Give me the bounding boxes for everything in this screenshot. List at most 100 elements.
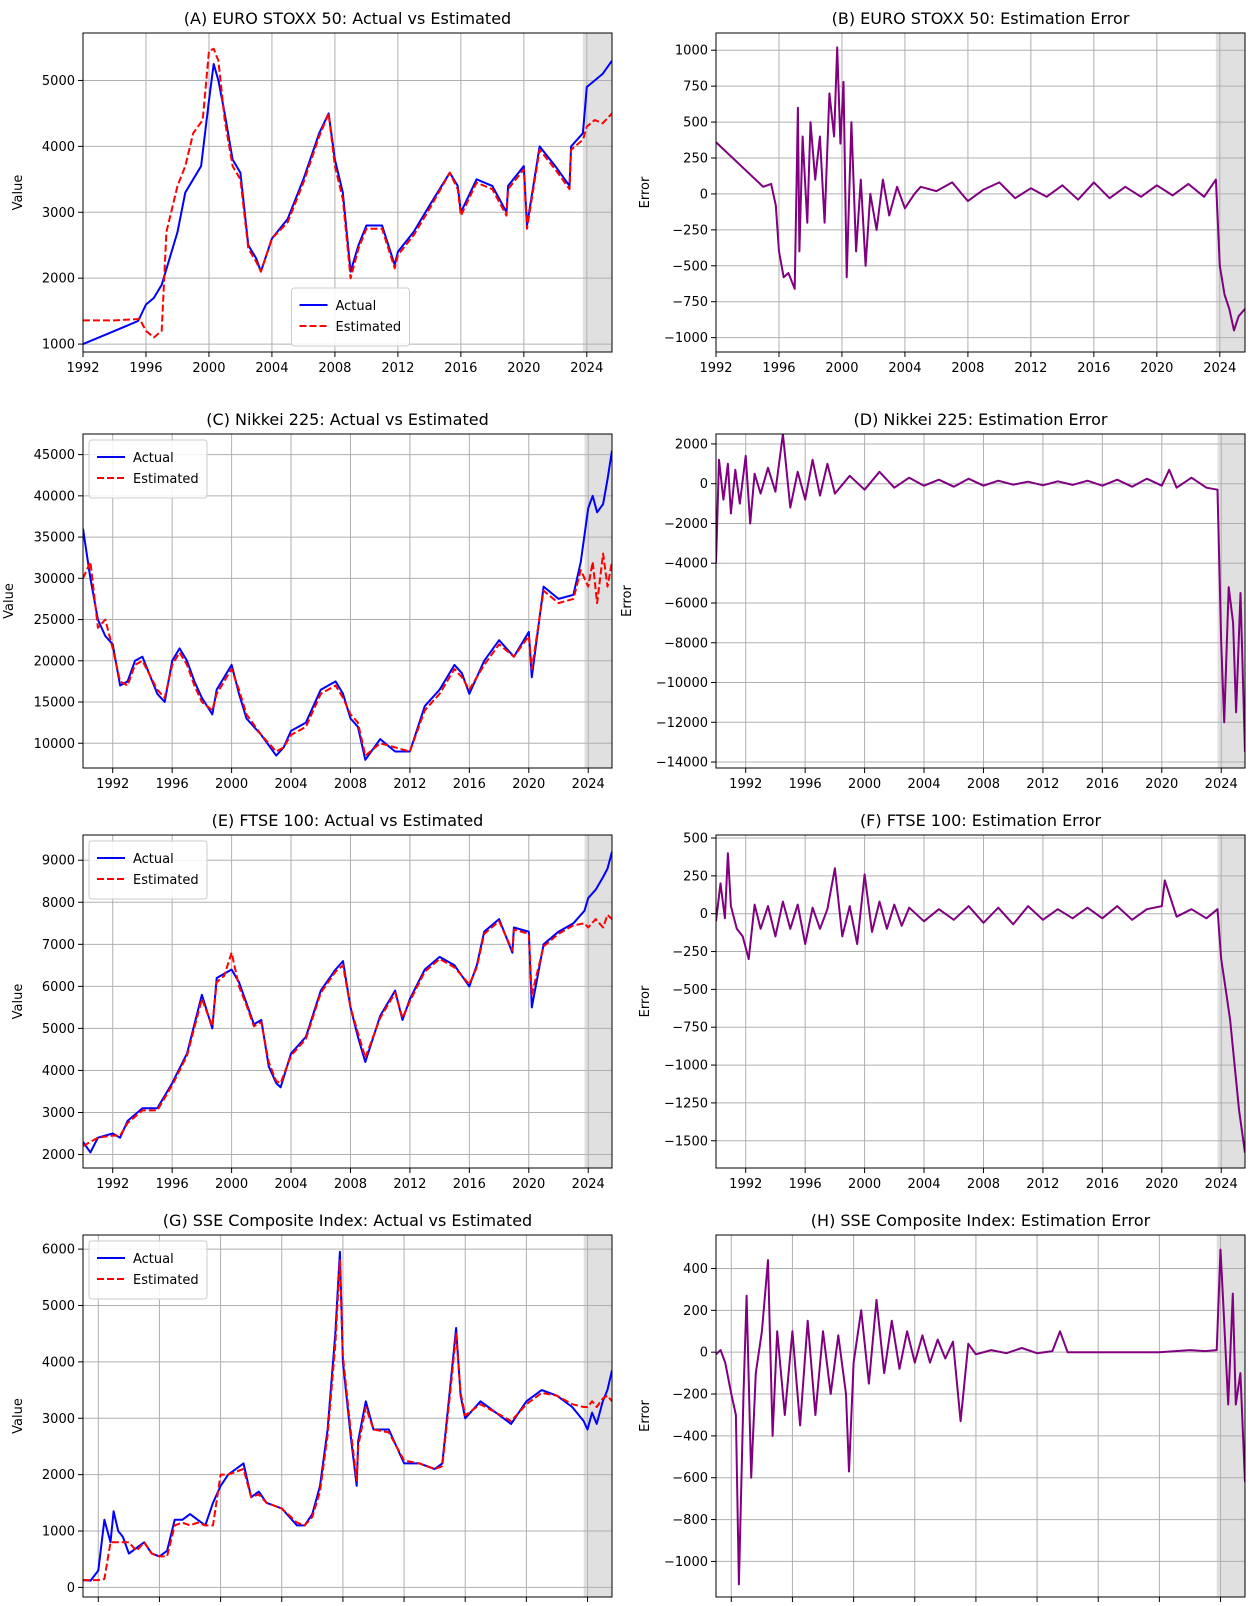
axes-frame xyxy=(715,1234,1246,1598)
x-tick-label: 2000 xyxy=(215,777,248,792)
legend-label: Actual xyxy=(133,1252,174,1267)
y-tick-label: −250 xyxy=(672,945,708,960)
y-tick-label: −200 xyxy=(672,1388,708,1403)
chart-title: (F) FTSE 100: Estimation Error xyxy=(860,811,1102,830)
y-tick-label: −750 xyxy=(672,295,708,310)
y-tick-label: 0 xyxy=(700,477,708,492)
x-tick-label: 2004 xyxy=(255,361,288,376)
x-tick-label: 2016 xyxy=(1077,361,1110,376)
x-tick-label: 2000 xyxy=(215,1177,248,1192)
x-tick-label: 2000 xyxy=(848,777,881,792)
legend-label: Actual xyxy=(133,852,174,867)
y-tick-label: 3000 xyxy=(42,1106,75,1121)
y-tick-label: −1000 xyxy=(664,331,708,346)
panel-e: 1992 1996 2000 2004 2008 2012 2016 2020 2024 2000… xyxy=(11,811,613,1192)
y-tick-label: −1000 xyxy=(664,1059,708,1074)
legend-label: Actual xyxy=(336,299,377,314)
y-tick-label: 45000 xyxy=(34,448,75,463)
y-tick-label: 2000 xyxy=(675,437,708,452)
y-tick-label: 10000 xyxy=(34,737,75,752)
y-tick-label: 750 xyxy=(683,80,708,95)
x-tick-label: 2008 xyxy=(334,1177,367,1192)
panel-d: 1992 1996 2000 2004 2008 2012 2016 2020 2024 −140… xyxy=(620,410,1246,792)
y-axis-label: Error xyxy=(620,585,635,617)
x-tick-label: 2004 xyxy=(274,777,307,792)
x-tick-label: 2008 xyxy=(318,361,351,376)
x-tick-label: 1992 xyxy=(96,777,129,792)
y-tick-label: 0 xyxy=(67,1581,75,1596)
x-tick-label: 2020 xyxy=(512,777,545,792)
legend-label: Estimated xyxy=(133,873,199,888)
x-tick-label: 2012 xyxy=(381,361,414,376)
x-tick-label: 1996 xyxy=(156,1177,189,1192)
y-axis-label: Error xyxy=(638,176,653,208)
legend: Actual Estimated xyxy=(88,439,208,499)
x-tick-label: 2004 xyxy=(888,361,921,376)
y-tick-label: −1000 xyxy=(664,1555,708,1570)
y-tick-label: 0 xyxy=(700,1346,708,1361)
estimated-series-line xyxy=(83,1259,612,1582)
y-tick-label: −400 xyxy=(672,1429,708,1444)
x-tick-label: 2012 xyxy=(1026,777,1059,792)
y-tick-label: −14000 xyxy=(656,756,708,771)
y-tick-label: −8000 xyxy=(664,636,708,651)
legend-box xyxy=(88,439,208,499)
y-tick-label: 400 xyxy=(683,1262,708,1277)
y-tick-label: 15000 xyxy=(34,696,75,711)
axes-frame xyxy=(715,433,1246,769)
chart-title: (H) SSE Composite Index: Estimation Erro… xyxy=(811,1211,1151,1230)
legend-label: Estimated xyxy=(133,472,199,487)
panel-f: 1992 1996 2000 2004 2008 2012 2016 2020 2024 −150… xyxy=(638,811,1246,1192)
chart-title: (C) Nikkei 225: Actual vs Estimated xyxy=(206,410,488,429)
shaded-region xyxy=(1217,835,1245,1168)
chart-title: (B) EURO STOXX 50: Estimation Error xyxy=(832,9,1130,28)
y-tick-label: 1000 xyxy=(42,1525,75,1540)
x-tick-label: 2024 xyxy=(570,361,603,376)
y-tick-label: 3000 xyxy=(42,1412,75,1427)
error-series-line xyxy=(716,434,1245,753)
y-tick-label: 1000 xyxy=(675,44,708,59)
x-tick-label: 2000 xyxy=(825,361,858,376)
x-tick-label: 2008 xyxy=(334,777,367,792)
y-tick-label: −600 xyxy=(672,1471,708,1486)
legend-label: Actual xyxy=(133,451,174,466)
x-tick-label: 2012 xyxy=(1014,361,1047,376)
x-tick-label: 2020 xyxy=(507,361,540,376)
x-tick-label: 2016 xyxy=(444,361,477,376)
y-axis-label: Value xyxy=(2,583,17,619)
x-tick-label: 2016 xyxy=(453,1177,486,1192)
x-tick-label: 2012 xyxy=(393,1177,426,1192)
x-tick-label: 1996 xyxy=(156,777,189,792)
y-tick-label: 2000 xyxy=(42,1148,75,1163)
x-tick-label: 2000 xyxy=(848,1177,881,1192)
y-tick-label: −500 xyxy=(672,983,708,998)
y-tick-label: 25000 xyxy=(34,613,75,628)
axes-frame xyxy=(715,834,1246,1169)
shaded-region xyxy=(1216,1235,1245,1597)
y-tick-label: 5000 xyxy=(42,1022,75,1037)
legend: Actual Estimated xyxy=(291,287,410,347)
y-tick-label: 4000 xyxy=(42,1064,75,1079)
y-tick-label: 4000 xyxy=(42,1355,75,1370)
y-tick-label: 0 xyxy=(700,907,708,922)
x-tick-label: 2000 xyxy=(192,361,225,376)
y-tick-label: −250 xyxy=(672,223,708,238)
y-tick-label: −750 xyxy=(672,1021,708,1036)
y-tick-label: 4000 xyxy=(42,140,75,155)
y-tick-label: 9000 xyxy=(42,854,75,869)
x-tick-label: 1992 xyxy=(699,361,732,376)
y-tick-label: 2000 xyxy=(42,272,75,287)
y-tick-label: −4000 xyxy=(664,557,708,572)
y-axis-label: Value xyxy=(11,1398,26,1434)
y-tick-label: −2000 xyxy=(664,517,708,532)
y-tick-label: −1250 xyxy=(664,1096,708,1111)
chart-title: (A) EURO STOXX 50: Actual vs Estimated xyxy=(184,9,511,28)
estimated-series-line xyxy=(83,552,612,757)
y-tick-label: 2000 xyxy=(42,1468,75,1483)
legend-box xyxy=(88,840,208,900)
y-tick-label: 200 xyxy=(683,1304,708,1319)
legend-label: Estimated xyxy=(133,1273,199,1288)
x-tick-label: 2024 xyxy=(1205,777,1238,792)
x-tick-label: 2008 xyxy=(967,777,1000,792)
axes-frame xyxy=(715,32,1246,353)
